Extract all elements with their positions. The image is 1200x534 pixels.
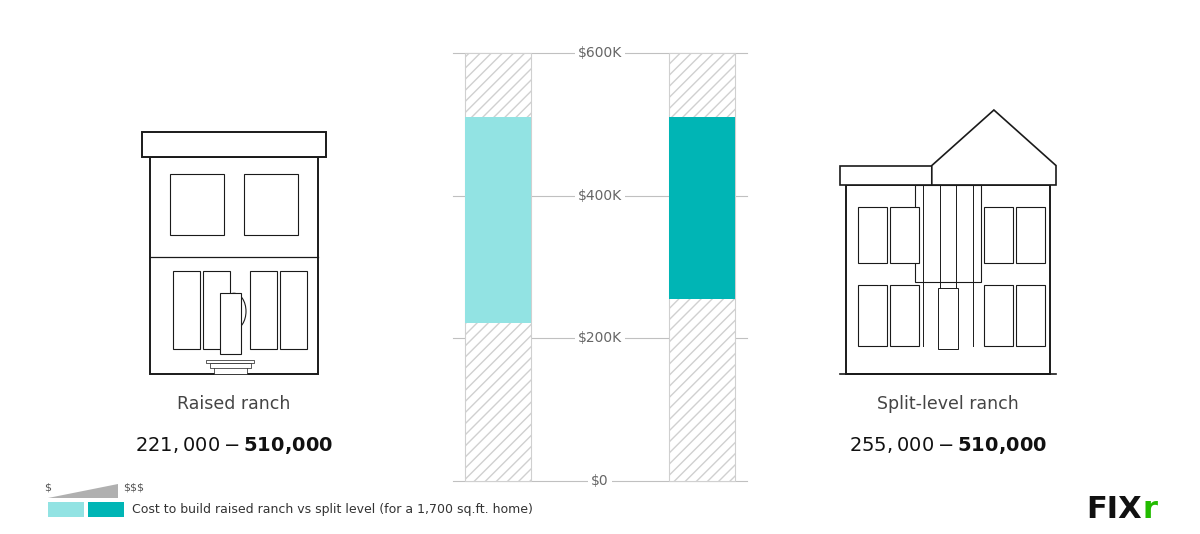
Text: $255,000 - $510,000: $255,000 - $510,000: [848, 435, 1048, 456]
Polygon shape: [932, 110, 1056, 185]
Text: $200K: $200K: [578, 331, 622, 345]
Bar: [670, 117, 734, 299]
Ellipse shape: [222, 293, 246, 329]
Text: $$$: $$$: [124, 483, 145, 492]
Bar: [670, 53, 734, 481]
Bar: [250, 271, 277, 349]
Bar: [214, 367, 247, 374]
Text: r: r: [1142, 496, 1157, 524]
Bar: [916, 185, 982, 282]
Bar: [170, 174, 224, 235]
Bar: [840, 166, 932, 185]
Bar: [244, 174, 298, 235]
Bar: [88, 502, 124, 517]
Bar: [220, 293, 241, 355]
Bar: [858, 285, 887, 346]
Polygon shape: [48, 484, 118, 498]
Text: FIX: FIX: [1086, 496, 1141, 524]
Text: $: $: [44, 483, 52, 492]
Bar: [142, 132, 326, 157]
Bar: [984, 207, 1013, 263]
Bar: [464, 117, 530, 323]
Text: $400K: $400K: [578, 189, 622, 203]
Bar: [890, 207, 919, 263]
Bar: [858, 207, 887, 263]
Bar: [203, 271, 230, 349]
Bar: [1016, 285, 1045, 346]
Bar: [890, 285, 919, 346]
Bar: [846, 185, 1050, 374]
Text: $221,000 - $510,000: $221,000 - $510,000: [134, 435, 334, 456]
Text: Cost to build raised ranch vs split level (for a 1,700 sq.ft. home): Cost to build raised ranch vs split leve…: [132, 503, 533, 516]
Bar: [464, 53, 530, 481]
Text: $0: $0: [592, 474, 608, 488]
Bar: [210, 364, 251, 368]
Bar: [984, 285, 1013, 346]
Bar: [206, 360, 254, 363]
Bar: [1016, 207, 1045, 263]
Bar: [48, 502, 84, 517]
Text: Raised ranch: Raised ranch: [178, 395, 290, 413]
Bar: [173, 271, 200, 349]
Text: $600K: $600K: [578, 46, 622, 60]
Bar: [938, 288, 958, 349]
Bar: [280, 271, 307, 349]
Text: Split-level ranch: Split-level ranch: [877, 395, 1019, 413]
Bar: [150, 157, 318, 374]
